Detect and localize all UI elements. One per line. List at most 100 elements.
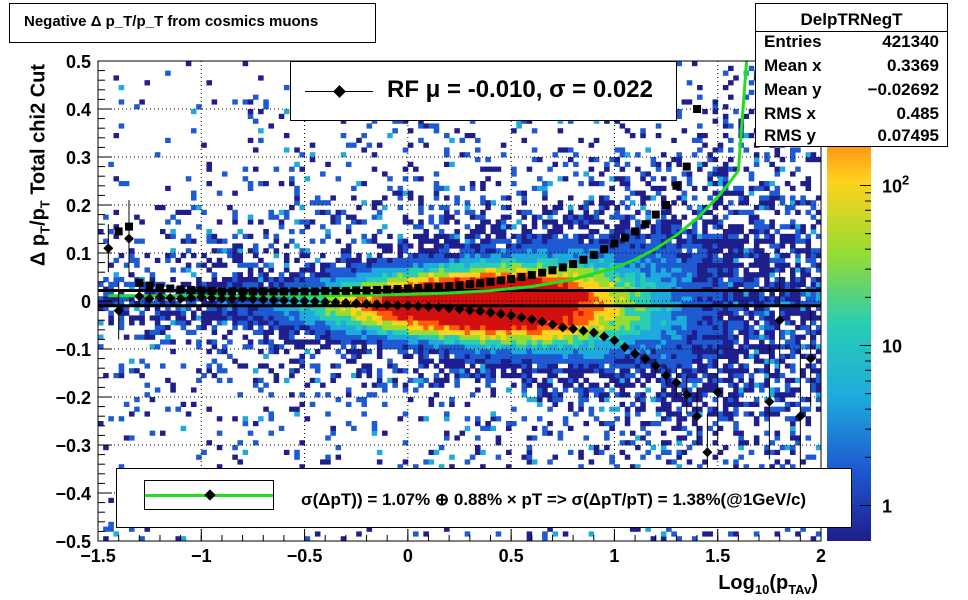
heatmap-cell xyxy=(480,181,486,187)
heatmap-cell xyxy=(764,267,770,273)
heatmap-cell xyxy=(459,344,466,350)
heatmap-cell xyxy=(619,310,626,316)
heatmap-cell xyxy=(459,310,466,316)
heatmap-cell xyxy=(418,257,424,263)
heatmap-cell xyxy=(691,397,698,403)
heatmap-cell xyxy=(697,238,703,244)
heatmap-cell xyxy=(123,401,130,407)
heatmap-cell xyxy=(325,310,331,316)
heatmap-cell xyxy=(790,152,796,158)
heatmap-cell xyxy=(402,118,409,124)
heatmap-cell xyxy=(743,310,750,316)
heatmap-cell xyxy=(805,181,812,187)
heatmap-cell xyxy=(619,353,626,359)
heatmap-cell xyxy=(98,344,104,350)
heatmap-cell xyxy=(108,161,114,167)
heatmap-cell xyxy=(340,277,347,283)
heatmap-cell xyxy=(154,344,161,350)
heatmap-cell xyxy=(614,224,620,230)
heatmap-cell xyxy=(583,243,589,249)
heatmap-cell xyxy=(691,315,698,321)
heatmap-cell xyxy=(728,277,734,283)
heatmap-cell xyxy=(635,238,641,244)
heatmap-cell xyxy=(733,368,739,374)
heatmap-cell xyxy=(304,339,311,345)
heatmap-cell xyxy=(697,253,703,259)
heatmap-cell xyxy=(505,257,512,263)
heatmap-cell xyxy=(815,406,821,412)
heatmap-cell xyxy=(691,368,698,374)
heatmap-cell xyxy=(635,281,641,287)
heatmap-cell xyxy=(201,262,207,268)
heatmap-cell xyxy=(635,272,641,278)
heatmap-cell xyxy=(629,262,636,268)
heatmap-cell xyxy=(118,416,125,422)
heatmap-cell xyxy=(722,104,729,110)
heatmap-cell xyxy=(356,339,362,345)
heatmap-cell xyxy=(666,353,672,359)
heatmap-cell xyxy=(490,257,497,263)
heatmap-cell xyxy=(345,320,352,326)
heatmap-cell xyxy=(686,310,693,316)
heatmap-cell xyxy=(748,301,755,307)
heatmap-cell xyxy=(526,435,533,441)
heatmap-cell xyxy=(464,349,471,355)
heatmap-cell xyxy=(779,445,786,451)
heatmap-cell xyxy=(340,310,347,316)
heatmap-cell xyxy=(216,430,223,436)
heatmap-cell xyxy=(196,315,202,321)
heatmap-cell xyxy=(722,329,729,335)
heatmap-cell xyxy=(567,310,574,316)
heatmap-cell xyxy=(211,238,218,244)
heatmap-cell xyxy=(588,157,595,163)
heatmap-cell xyxy=(779,329,786,335)
heatmap-cell xyxy=(366,123,373,129)
heatmap-cell xyxy=(113,281,120,287)
heatmap-cell xyxy=(624,272,631,278)
heatmap-cell xyxy=(676,219,682,225)
heatmap-cell xyxy=(237,363,243,369)
heatmap-cell xyxy=(320,200,326,206)
heatmap-cell xyxy=(624,421,631,427)
heatmap-cell xyxy=(753,344,760,350)
heatmap-cell xyxy=(660,445,667,451)
heatmap-cell xyxy=(660,363,667,369)
heatmap-cell xyxy=(521,253,528,259)
heatmap-cell xyxy=(304,310,311,316)
heatmap-cell xyxy=(712,344,719,350)
heatmap-cell xyxy=(567,320,574,326)
heatmap-cell xyxy=(764,238,770,244)
heatmap-cell xyxy=(294,411,300,417)
heatmap-cell xyxy=(495,325,502,331)
heatmap-cell xyxy=(495,301,502,307)
heatmap-cell xyxy=(309,320,316,326)
heatmap-cell xyxy=(655,320,662,326)
heatmap-cell xyxy=(552,238,559,244)
heatmap-cell xyxy=(526,349,533,355)
heatmap-cell xyxy=(557,243,564,249)
heatmap-cell xyxy=(805,157,812,163)
heatmap-cell xyxy=(552,257,559,263)
heatmap-cell xyxy=(810,157,817,163)
heatmap-cell xyxy=(728,65,734,71)
heatmap-cell xyxy=(474,315,481,321)
heatmap-cell xyxy=(428,382,435,388)
heatmap-cell xyxy=(531,128,538,134)
heatmap-cell xyxy=(759,238,765,244)
heatmap-cell xyxy=(531,325,538,331)
heatmap-cell xyxy=(660,281,667,287)
heatmap-cell xyxy=(614,416,620,422)
heatmap-cell xyxy=(769,233,775,239)
heatmap-cell xyxy=(748,291,755,297)
heatmap-cell xyxy=(686,257,693,263)
heatmap-cell xyxy=(402,320,409,326)
heatmap-cell xyxy=(340,272,347,278)
heatmap-cell xyxy=(567,449,574,455)
heatmap-cell xyxy=(598,373,605,379)
heatmap-cell xyxy=(382,267,388,273)
heatmap-cell xyxy=(635,344,641,350)
heatmap-cell xyxy=(604,277,610,283)
heatmap-cell xyxy=(294,147,300,153)
heatmap-cell xyxy=(526,531,533,537)
